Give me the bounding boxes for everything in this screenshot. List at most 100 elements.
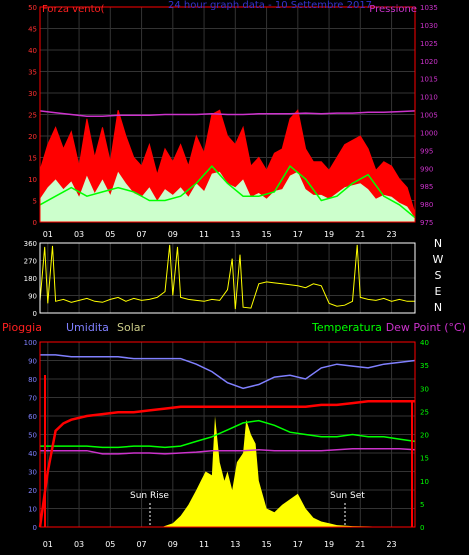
y-tick-label: 1005: [420, 112, 438, 120]
x-tick-label: 05: [105, 540, 115, 549]
y-tick-label: 1020: [420, 58, 438, 66]
x-tick-label: 09: [168, 540, 178, 549]
x-tick-label: 17: [293, 540, 303, 549]
x-tick-label: 13: [230, 230, 240, 239]
humidity-label: Umidita: [66, 321, 109, 334]
y-tick-label: 0: [420, 524, 424, 532]
chart-title: 24 hour graph data - 10 Settembre 2017: [168, 0, 372, 11]
y-tick-label: 20: [28, 487, 37, 495]
y-tick-label: 1035: [420, 4, 438, 12]
y-tick-label: 25: [420, 408, 429, 416]
y-tick-label: 1015: [420, 76, 438, 84]
x-tick-label: 17: [293, 230, 303, 239]
panel1-left-axis: 0 5 10 15 20 25 30 35 40 45 50: [28, 4, 37, 227]
y-tick-label: 40: [28, 450, 37, 458]
panel1-right-axis: 975 980 985 990 995 1000 1005 1010 1015 1020 1025 1…: [420, 4, 438, 227]
x-tick-label: 11: [199, 540, 209, 549]
dew-point-label: Dew Point (°C): [386, 321, 466, 334]
y-tick-label: 990: [420, 165, 433, 173]
x-tick-label: 23: [386, 230, 396, 239]
x-tick-label: 11: [199, 230, 209, 239]
y-tick-label: 50: [28, 432, 37, 440]
y-tick-label: 0: [33, 310, 37, 318]
x-tick-label: 13: [230, 540, 240, 549]
x-tick-label: 07: [136, 540, 146, 549]
rain-label: Pioggia: [2, 321, 42, 334]
sun-rise-label: Sun Rise: [130, 491, 169, 501]
panel3-left-axis: 0 10 20 30 40 50 60 70 80 90 100: [24, 339, 37, 532]
y-tick-label: 30: [28, 469, 37, 477]
y-tick-label: 15: [420, 455, 429, 463]
x-tick-label: 09: [168, 230, 178, 239]
wind-axis-label: Forza vento(: [42, 4, 105, 15]
y-tick-label: 975: [420, 219, 433, 227]
wind-direction-line: [39, 244, 415, 310]
y-tick-label: 985: [420, 183, 433, 191]
panel1-x-axis: 01 03 05 07 09 11 13 15 17 19 21 23: [43, 230, 397, 239]
y-tick-label: 100: [24, 339, 37, 347]
pressure-axis-label: Pressione: [369, 4, 417, 15]
x-tick-label: 01: [43, 230, 53, 239]
y-tick-label: 1030: [420, 22, 438, 30]
y-tick-label: 995: [420, 147, 433, 155]
x-tick-label: 15: [261, 540, 271, 549]
y-tick-label: 60: [28, 413, 37, 421]
y-tick-label: 5: [33, 198, 37, 206]
dew-point-line: [40, 448, 416, 455]
x-tick-label: 03: [74, 230, 84, 239]
solar-label: Solar: [117, 321, 146, 334]
y-tick-label: 10: [28, 506, 37, 514]
compass-label: N: [434, 301, 442, 314]
y-tick-label: 980: [420, 201, 433, 209]
y-tick-label: 10: [28, 176, 37, 184]
y-tick-label: 0: [33, 219, 37, 227]
humidity-line: [40, 354, 416, 390]
x-tick-label: 19: [324, 230, 334, 239]
x-tick-label: 05: [105, 230, 115, 239]
panel3-right-axis: 0 5 10 15 20 25 30 35 40: [420, 339, 429, 532]
rain-line: [38, 399, 415, 528]
y-tick-label: 360: [24, 240, 37, 248]
y-tick-label: 90: [28, 358, 37, 366]
panel1-frame: [39, 6, 416, 223]
compass-label: W: [433, 253, 444, 266]
x-tick-label: 23: [386, 540, 396, 549]
panel3-frame: [39, 341, 416, 528]
compass-label: S: [435, 269, 442, 282]
compass-label: N: [434, 237, 442, 250]
y-tick-label: 35: [28, 69, 37, 77]
y-tick-label: 15: [28, 155, 37, 163]
y-tick-label: 40: [28, 47, 37, 55]
y-tick-label: 20: [420, 432, 429, 440]
pressure-line: [39, 110, 416, 118]
compass-label: E: [435, 285, 442, 298]
y-tick-label: 1000: [420, 129, 438, 137]
y-tick-label: 20: [28, 133, 37, 141]
y-tick-label: 80: [28, 376, 37, 384]
wind-fill: [40, 171, 415, 222]
y-tick-label: 70: [28, 395, 37, 403]
y-tick-label: 50: [28, 4, 37, 12]
y-tick-label: 5: [420, 501, 424, 509]
panel2-frame: [39, 242, 416, 314]
y-tick-label: 180: [24, 275, 37, 283]
x-tick-label: 21: [355, 230, 365, 239]
panel2-left-axis: 0 90 180 270 360: [24, 240, 37, 318]
x-tick-label: 21: [355, 540, 365, 549]
y-tick-label: 45: [28, 26, 37, 34]
y-tick-label: 30: [420, 385, 429, 393]
temperature-line: [40, 419, 416, 449]
y-tick-label: 30: [28, 90, 37, 98]
avg-wind-line: [39, 164, 416, 219]
y-tick-label: 1010: [420, 94, 438, 102]
y-tick-label: 40: [420, 339, 429, 347]
x-tick-label: 15: [261, 230, 271, 239]
temperature-label: Temperatura: [311, 321, 382, 334]
solar-area: [161, 416, 400, 527]
x-tick-label: 01: [43, 540, 53, 549]
